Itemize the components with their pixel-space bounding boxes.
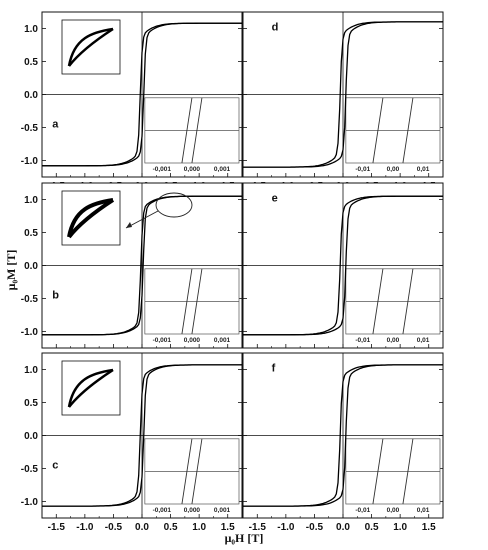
x-tick-label: 1.0 (393, 522, 407, 533)
zoom-branch-right (191, 268, 203, 335)
loop-inset-upper (67, 368, 114, 408)
zoom-tick-label: -0,001 (153, 507, 172, 514)
loop-inset-upper (67, 27, 114, 67)
zoom-tick-label: 0,01 (417, 166, 430, 173)
panel-label: d (272, 21, 279, 33)
zoom-branch-left (372, 97, 384, 164)
y-tick-label: 0.0 (24, 90, 38, 101)
panel-f: -1.5 -1.0 -0.5 0.0 0.5 1.0 1.5 -0,01 0,00 0,01 f (242, 352, 444, 533)
zoom-tick-label: 0,000 (184, 507, 201, 514)
hysteresis-branch-lower (243, 21, 443, 168)
panel-c: -1.5 -1.0 -0.5 0.0 0.5 1.0 1.5 1.0 0.5 0.0 -0.5 -1.… (21, 352, 243, 533)
zoom-tick-label: -0,01 (355, 337, 370, 344)
loop-inset-frame (61, 360, 121, 416)
x-tick-label: 1.0 (192, 522, 206, 533)
hysteresis-branch-lower (42, 22, 242, 167)
hysteresis-branch-lower (42, 195, 242, 336)
y-tick-label: 0.5 (24, 57, 38, 68)
loop-inset-upper (67, 198, 114, 238)
panel-b: -1.5-1.0-0.50.00.51.01.51.00.50.0-0.5-1.… (21, 182, 243, 363)
zoom-tick-label: -0,001 (153, 166, 172, 173)
y-tick-label: 0.0 (24, 261, 38, 272)
panel-d: -1.5-1.0-0.50.00.51.01.5-0,010,000,01d (242, 11, 444, 192)
hysteresis-branch-lower (243, 195, 443, 336)
y-tick-label: -0.5 (21, 294, 39, 305)
zoom-tick-label: 0,00 (387, 337, 400, 344)
y-axis-title: μ₀M [T] (4, 250, 18, 291)
x-tick-label: -0.5 (105, 522, 123, 533)
zoom-tick-label: 0,01 (417, 337, 430, 344)
zoom-tick-label: 0,00 (387, 507, 400, 514)
y-tick-label: 1.0 (24, 195, 38, 206)
hysteresis-branch-lower (42, 364, 242, 507)
x-tick-label: 0.0 (135, 522, 149, 533)
x-tick-label: -0.5 (306, 522, 324, 533)
x-axis-title: μ₀H [T] (225, 531, 264, 545)
panel-label: e (272, 192, 278, 204)
x-tick-label: 0.5 (164, 522, 178, 533)
zoom-branch-left (372, 268, 384, 335)
x-tick-label: -1.0 (76, 522, 94, 533)
panel-label: b (52, 290, 59, 302)
zoom-arrow (125, 210, 159, 229)
zoom-branch-left (181, 438, 193, 505)
zoom-branch-right (402, 97, 414, 164)
x-tick-label: -1.0 (277, 522, 295, 533)
y-tick-label: 1.0 (24, 365, 38, 376)
loop-inset-lower (67, 198, 115, 239)
zoom-tick-label: 0,00 (387, 166, 400, 173)
panel-label: c (52, 460, 58, 472)
zoom-tick-label: 0,000 (184, 337, 201, 344)
zoom-branch-left (181, 97, 193, 164)
panel-a: -1.5-1.0-0.50.00.51.01.51.00.50.0-0.5-1.… (21, 11, 243, 192)
zoom-tick-label: 0,000 (184, 166, 201, 173)
y-tick-label: -1.0 (21, 156, 39, 167)
y-tick-label: -0.5 (21, 123, 39, 134)
y-tick-label: -1.0 (21, 497, 39, 508)
y-tick-label: -1.0 (21, 327, 39, 338)
y-tick-label: 1.0 (24, 24, 38, 35)
panel-label: a (52, 119, 59, 131)
panel-e: -1.5-1.0-0.50.00.51.01.5-0,010,000,01e (242, 182, 444, 363)
zoom-highlight-circle (155, 192, 193, 218)
zoom-branch-right (191, 97, 203, 164)
zoom-tick-label: -0,001 (153, 337, 172, 344)
x-tick-label: -1.5 (249, 522, 267, 533)
hysteresis-branch-lower (243, 364, 443, 507)
zoom-branch-left (372, 438, 384, 505)
panel-label: f (272, 362, 276, 374)
y-tick-label: 0.5 (24, 228, 38, 239)
zoom-tick-label: 0,01 (417, 507, 430, 514)
y-tick-label: 0.5 (24, 398, 38, 409)
zoom-branch-right (402, 438, 414, 505)
x-tick-label: 0.5 (365, 522, 379, 533)
y-tick-label: -0.5 (21, 464, 39, 475)
zoom-tick-label: 0,001 (214, 166, 231, 173)
x-tick-label: -1.5 (48, 522, 66, 533)
zoom-branch-right (191, 438, 203, 505)
zoom-tick-label: -0,01 (355, 507, 370, 514)
x-tick-label: 1.5 (422, 522, 436, 533)
loop-inset-lower (68, 27, 114, 67)
loop-inset-lower (68, 368, 114, 408)
zoom-arrow-head (126, 222, 132, 228)
zoom-branch-right (402, 268, 414, 335)
zoom-tick-label: 0,001 (214, 507, 231, 514)
zoom-branch-left (181, 268, 193, 335)
zoom-tick-label: 0,001 (214, 337, 231, 344)
zoom-tick-label: -0,01 (355, 166, 370, 173)
x-tick-label: 1.5 (221, 522, 235, 533)
x-tick-label: 0.0 (336, 522, 350, 533)
y-tick-label: 0.0 (24, 431, 38, 442)
